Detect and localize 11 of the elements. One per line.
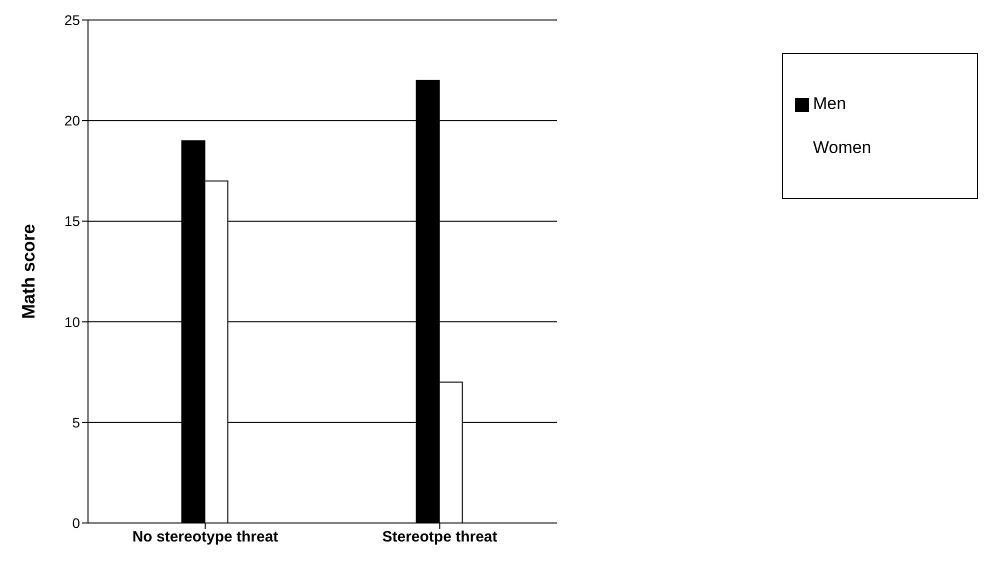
y-tick-label: 25 [64,12,80,28]
legend-label: Men [813,94,846,113]
text: Women [813,138,872,157]
x-tick-label: Stereotpe threat [382,528,498,546]
y-tick-label: 0 [72,514,80,531]
y-axis-title: Math score [18,224,38,320]
y-tick-label: 10 [64,314,80,330]
y-tick-label: 20 [64,112,80,129]
y-tick-label: 15 [64,213,80,230]
y-tick-label: 5 [72,414,80,430]
x-tick-label: No stereotype threat [132,528,278,546]
